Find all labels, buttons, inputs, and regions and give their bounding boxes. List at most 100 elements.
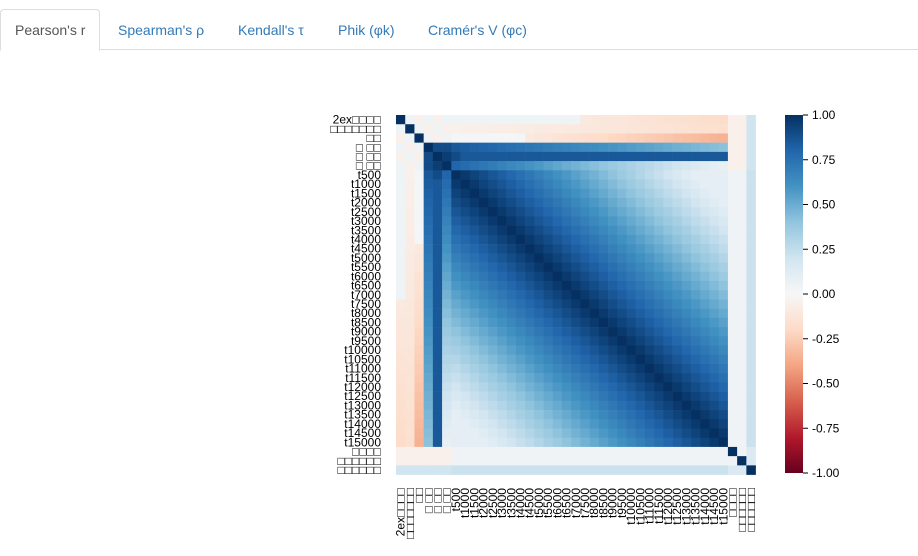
- heatmap-cell: [396, 207, 406, 217]
- heatmap-cell: [737, 400, 747, 411]
- x-tick-label: t6000: [550, 488, 564, 518]
- heatmap-cell: [515, 290, 526, 300]
- heatmap-cell: [598, 216, 609, 226]
- heatmap-cell: [700, 207, 710, 217]
- heatmap-cell: [709, 410, 719, 420]
- heatmap-cell: [561, 142, 572, 153]
- heatmap-cell: [534, 280, 544, 291]
- heatmap-cell: [488, 271, 498, 282]
- heatmap-cell: [543, 419, 554, 429]
- heatmap-cell: [525, 262, 535, 273]
- heatmap-cell: [718, 124, 729, 134]
- heatmap-cell: [598, 428, 609, 438]
- heatmap-cell: [552, 437, 563, 448]
- heatmap-cell: [525, 244, 535, 254]
- heatmap-cell: [515, 188, 526, 199]
- heatmap-cell: [451, 271, 461, 282]
- heatmap-cell: [727, 197, 738, 208]
- heatmap-cell: [598, 244, 609, 254]
- tab-spearman[interactable]: Spearman's ρ: [118, 22, 205, 38]
- heatmap-cell: [543, 133, 554, 143]
- heatmap-cell: [608, 354, 618, 365]
- tab-cramers-v[interactable]: Cramér's V (φc): [428, 22, 527, 38]
- heatmap-cell: [469, 336, 480, 346]
- heatmap-cell: [709, 225, 719, 236]
- heatmap-cell: [727, 400, 738, 411]
- heatmap-cell: [506, 299, 517, 309]
- heatmap-cell: [737, 465, 747, 475]
- heatmap-cell: [746, 234, 756, 245]
- heatmap-cell: [552, 253, 563, 263]
- heatmap-cell: [681, 345, 692, 356]
- heatmap-cell: [746, 142, 756, 153]
- heatmap-cell: [552, 336, 563, 346]
- tab-pearson[interactable]: Pearson's r: [0, 9, 101, 51]
- heatmap-cell: [478, 465, 489, 475]
- heatmap-cell: [442, 197, 452, 208]
- x-tick-label: t1500: [467, 488, 481, 518]
- heatmap-cell: [442, 253, 452, 263]
- heatmap-cell: [442, 410, 452, 420]
- heatmap-cell: [478, 253, 489, 263]
- heatmap-cell: [746, 465, 756, 475]
- heatmap-cell: [534, 197, 544, 208]
- heatmap-cell: [423, 216, 434, 226]
- heatmap-cell: [598, 262, 609, 273]
- x-tick-label: t13000: [679, 488, 693, 525]
- heatmap-cell: [691, 391, 701, 402]
- heatmap-cell: [700, 456, 710, 466]
- heatmap-cell: [525, 234, 535, 245]
- heatmap-cell: [478, 280, 489, 291]
- heatmap-cell: [709, 354, 719, 365]
- heatmap-cell: [396, 327, 406, 337]
- heatmap-cell: [432, 299, 443, 309]
- heatmap-cell: [525, 115, 535, 125]
- y-tick-label: t8500: [351, 315, 381, 329]
- heatmap-cell: [571, 317, 581, 328]
- heatmap-cell: [469, 142, 480, 153]
- heatmap-cell: [442, 133, 452, 143]
- heatmap-cell: [515, 170, 526, 180]
- tab-kendall[interactable]: Kendall's τ: [238, 22, 304, 38]
- heatmap-cell: [488, 290, 498, 300]
- heatmap-cell: [709, 308, 719, 319]
- colorbar-tick-label: 0.75: [812, 153, 836, 167]
- heatmap-cell: [718, 271, 729, 282]
- heatmap-cell: [635, 373, 646, 383]
- heatmap-cell: [746, 207, 756, 217]
- heatmap-cell: [561, 115, 572, 125]
- heatmap-cell: [608, 124, 618, 134]
- heatmap-cell: [608, 253, 618, 263]
- heatmap-cell: [543, 373, 554, 383]
- heatmap-cell: [737, 391, 747, 402]
- heatmap-cell: [506, 308, 517, 319]
- heatmap-cell: [561, 179, 572, 190]
- heatmap-cell: [506, 179, 517, 190]
- heatmap-cell: [414, 373, 424, 383]
- heatmap-cell: [525, 299, 535, 309]
- heatmap-cell: [396, 400, 406, 411]
- heatmap-cell: [552, 197, 563, 208]
- heatmap-cell: [746, 446, 756, 457]
- heatmap-cell: [478, 225, 489, 236]
- heatmap-cell: [571, 124, 581, 134]
- heatmap-cell: [478, 262, 489, 273]
- heatmap-cell: [589, 262, 600, 273]
- heatmap-cell: [718, 391, 729, 402]
- heatmap-cell: [525, 225, 535, 236]
- heatmap-cell: [451, 244, 461, 254]
- heatmap-cell: [497, 345, 507, 356]
- heatmap-cell: [460, 124, 471, 134]
- heatmap-cell: [709, 391, 719, 402]
- heatmap-cell: [497, 280, 507, 291]
- y-axis-labels: 2ex□□□□□□□□□□□□□□ □□□ □□□ □□t500t1000t15…: [330, 113, 381, 477]
- tab-phik[interactable]: Phik (φk): [338, 22, 395, 38]
- y-tick-label: t12000: [344, 380, 381, 394]
- heatmap-cell: [718, 363, 729, 374]
- heatmap-cell: [654, 280, 664, 291]
- heatmap-cell: [571, 151, 581, 162]
- heatmap-cell: [396, 280, 406, 291]
- heatmap-cell: [635, 299, 646, 309]
- heatmap-cell: [746, 382, 756, 392]
- heatmap-cell: [405, 400, 415, 411]
